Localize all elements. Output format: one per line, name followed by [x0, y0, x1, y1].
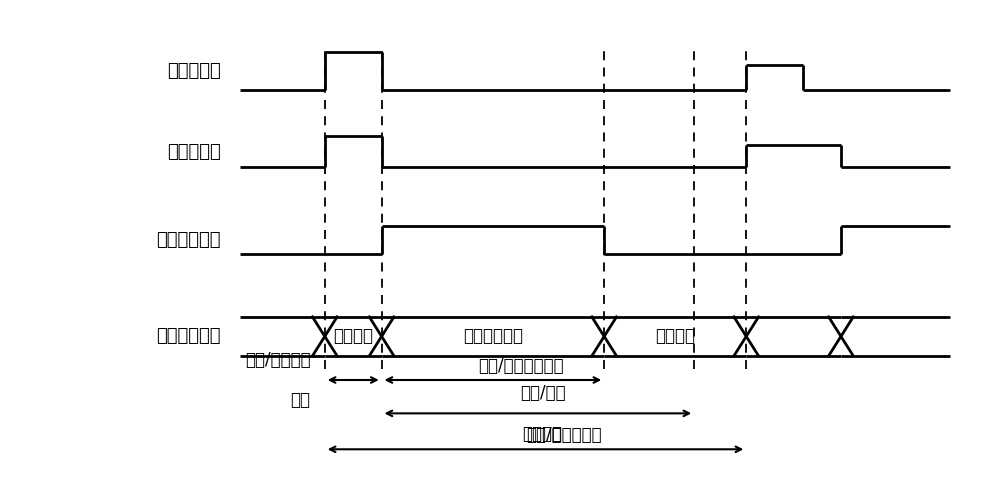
- Text: 行同步信号: 行同步信号: [167, 142, 221, 161]
- Text: 后沿时间: 后沿时间: [523, 425, 563, 443]
- Text: 水平/垂直: 水平/垂直: [520, 384, 565, 402]
- Text: 水平/垂直有效时间: 水平/垂直有效时间: [478, 357, 564, 375]
- Text: 无效数据: 无效数据: [655, 327, 695, 346]
- Text: 帧同步信号: 帧同步信号: [167, 62, 221, 80]
- Text: 水平/垂直同步: 水平/垂直同步: [245, 351, 311, 369]
- Text: 水平/垂直总时间: 水平/垂直总时间: [526, 426, 602, 444]
- Text: 数据有效信号: 数据有效信号: [156, 231, 221, 249]
- Text: 无效数据: 无效数据: [333, 327, 373, 346]
- Text: 时间: 时间: [291, 391, 311, 409]
- Text: 视频数据信号: 视频数据信号: [156, 327, 221, 346]
- Text: 有效视频数据: 有效视频数据: [463, 327, 523, 346]
